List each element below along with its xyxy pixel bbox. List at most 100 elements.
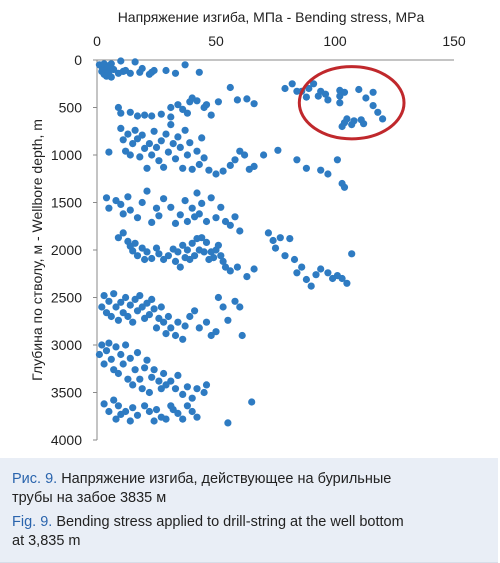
data-point <box>133 214 142 222</box>
data-point <box>202 101 211 109</box>
data-point <box>224 419 232 427</box>
data-point <box>195 324 203 332</box>
data-point <box>321 90 330 98</box>
caption-en-line-1: Fig. 9. Bending stress applied to drill-… <box>12 513 404 532</box>
y-tick-label: 3500 <box>51 385 82 401</box>
x-tick-label: 100 <box>323 33 347 49</box>
y-tick-label: 1500 <box>51 195 82 211</box>
data-point <box>236 303 244 311</box>
data-point <box>202 238 211 246</box>
data-point <box>119 360 127 368</box>
data-point <box>98 341 106 349</box>
data-point <box>114 316 122 324</box>
data-point <box>231 213 239 221</box>
data-point <box>340 88 349 96</box>
data-point <box>164 148 172 156</box>
data-point <box>205 166 213 174</box>
data-point <box>193 385 201 393</box>
data-point <box>217 203 225 211</box>
data-point <box>160 369 168 378</box>
data-point <box>219 257 227 265</box>
data-point <box>119 210 127 218</box>
data-point <box>221 217 230 226</box>
data-point <box>160 255 168 264</box>
data-point <box>145 388 153 397</box>
data-point <box>107 355 115 363</box>
data-point <box>214 241 222 249</box>
data-point <box>312 271 320 279</box>
data-point <box>233 263 241 271</box>
data-point <box>179 415 187 423</box>
data-point <box>152 244 161 252</box>
data-point <box>231 297 239 305</box>
y-tick-label: 2000 <box>51 242 82 258</box>
data-point <box>162 330 170 338</box>
data-point <box>169 140 177 148</box>
data-point <box>141 364 149 372</box>
data-point <box>164 312 172 321</box>
y-tick-label: 3000 <box>51 337 82 353</box>
data-point <box>350 117 358 125</box>
data-point <box>317 265 325 273</box>
data-point <box>191 252 199 260</box>
data-point <box>119 229 127 237</box>
data-point <box>369 88 377 96</box>
data-point <box>117 350 125 359</box>
data-point <box>131 58 139 66</box>
data-point <box>117 124 125 132</box>
data-point <box>188 204 196 212</box>
data-point <box>152 324 161 332</box>
data-point <box>110 290 118 298</box>
data-point <box>217 252 225 260</box>
data-point <box>362 94 370 102</box>
data-point <box>212 328 220 336</box>
data-point <box>343 115 351 123</box>
data-point <box>174 101 182 109</box>
data-point <box>174 409 182 417</box>
data-point <box>114 103 122 112</box>
data-point <box>112 197 120 205</box>
data-point <box>207 194 215 202</box>
data-point <box>288 80 296 88</box>
data-point <box>141 314 149 322</box>
data-point <box>198 234 206 242</box>
caption-en-prefix: Fig. 9. <box>12 514 53 530</box>
data-point <box>141 402 149 410</box>
data-point <box>119 136 127 144</box>
data-point <box>188 239 196 247</box>
caption-ru-text: Напряжение изгиба, действующее на буриль… <box>57 471 392 487</box>
data-point <box>148 295 156 303</box>
data-point <box>298 263 306 271</box>
data-point <box>302 164 310 172</box>
data-point <box>148 254 156 263</box>
caption-ru-line-1: Рис. 9. Напряжение изгиба, действующее н… <box>12 470 391 489</box>
data-point <box>105 204 113 212</box>
data-point <box>171 155 180 163</box>
data-point <box>200 154 208 162</box>
data-point <box>102 309 111 317</box>
data-point <box>174 318 182 326</box>
data-point <box>117 109 125 117</box>
data-point <box>171 331 180 340</box>
data-point <box>186 312 194 321</box>
data-point <box>174 248 182 256</box>
data-point <box>181 126 189 134</box>
data-point <box>112 415 120 423</box>
x-tick-label: 0 <box>93 33 101 49</box>
data-point <box>193 189 201 197</box>
data-point <box>105 297 113 305</box>
data-point <box>143 187 151 195</box>
data-point <box>343 279 351 287</box>
data-point <box>200 248 208 256</box>
data-point <box>136 375 144 383</box>
data-point <box>155 250 163 258</box>
data-point <box>198 199 206 207</box>
data-point <box>150 305 158 313</box>
data-point <box>186 255 194 264</box>
data-point <box>226 267 234 275</box>
data-point <box>122 341 130 349</box>
data-point <box>141 144 149 152</box>
y-tick-label: 0 <box>74 52 82 68</box>
data-points <box>95 57 387 427</box>
data-point <box>167 203 175 211</box>
